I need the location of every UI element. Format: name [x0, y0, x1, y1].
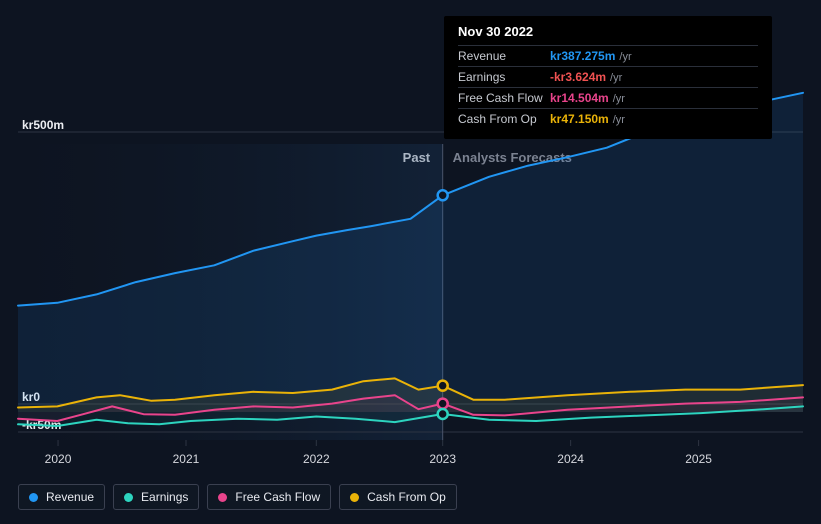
tooltip-title: Nov 30 2022 [458, 24, 758, 39]
x-axis-label: 2023 [429, 452, 456, 466]
tooltip-row-unit: /yr [619, 51, 631, 63]
x-axis-label: 2025 [685, 452, 712, 466]
legend-item-revenue[interactable]: Revenue [18, 484, 105, 510]
tooltip-row-value: kr387.275m [550, 49, 615, 63]
legend-item-label: Earnings [141, 490, 188, 504]
tooltip-row: Cash From Opkr47.150m/yr [458, 108, 758, 129]
tooltip-row-label: Free Cash Flow [458, 91, 550, 105]
legend-swatch-icon [218, 493, 227, 502]
tooltip-row-value: kr47.150m [550, 112, 609, 126]
chart-tooltip: Nov 30 2022 Revenuekr387.275m/yrEarnings… [444, 16, 772, 139]
x-axis-label: 2022 [303, 452, 330, 466]
chart-legend: Revenue Earnings Free Cash Flow Cash From O… [18, 484, 457, 510]
x-axis-label: 2024 [557, 452, 584, 466]
financial-forecast-chart: kr500mkr0-kr50m Past Analysts Forecasts … [0, 0, 821, 524]
x-axis-label: 2020 [45, 452, 72, 466]
x-axis-label: 2021 [173, 452, 200, 466]
legend-item-label: Revenue [46, 490, 94, 504]
tooltip-row-label: Revenue [458, 49, 550, 63]
tooltip-row-unit: /yr [610, 72, 622, 84]
tooltip-row-label: Cash From Op [458, 112, 550, 126]
legend-swatch-icon [124, 493, 133, 502]
legend-item-earnings[interactable]: Earnings [113, 484, 199, 510]
tooltip-row-unit: /yr [613, 93, 625, 105]
legend-item-cash-from-op[interactable]: Cash From Op [339, 484, 457, 510]
legend-swatch-icon [350, 493, 359, 502]
legend-item-label: Cash From Op [367, 490, 446, 504]
legend-item-label: Free Cash Flow [235, 490, 320, 504]
tooltip-row: Earnings-kr3.624m/yr [458, 66, 758, 87]
tooltip-row-unit: /yr [613, 114, 625, 126]
legend-item-free-cash-flow[interactable]: Free Cash Flow [207, 484, 331, 510]
tooltip-row-value: -kr3.624m [550, 70, 606, 84]
tooltip-row: Free Cash Flowkr14.504m/yr [458, 87, 758, 108]
tooltip-row-label: Earnings [458, 70, 550, 84]
tooltip-row-value: kr14.504m [550, 91, 609, 105]
tooltip-row: Revenuekr387.275m/yr [458, 45, 758, 66]
legend-swatch-icon [29, 493, 38, 502]
